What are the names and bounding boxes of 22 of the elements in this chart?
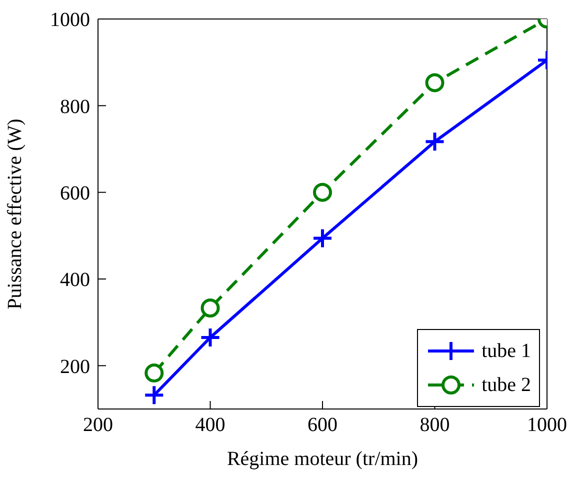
y-tick-label: 800 xyxy=(60,96,90,118)
x-tick-label: 800 xyxy=(420,414,450,436)
point xyxy=(312,228,333,249)
point xyxy=(424,131,446,152)
y-tick-label: 200 xyxy=(60,356,90,378)
x-axis-title: Régime moteur (tr/min) xyxy=(226,448,418,470)
point xyxy=(200,298,220,318)
x-tick-label: 1000 xyxy=(527,414,567,436)
point xyxy=(200,327,221,348)
legend-label: tube 2 xyxy=(482,374,531,396)
legend-label: tube 1 xyxy=(482,340,531,362)
y-tick-label: 600 xyxy=(60,182,90,204)
point xyxy=(144,364,164,383)
y-tick-label: 400 xyxy=(60,269,90,292)
y-axis-title: Puissance effective (W) xyxy=(4,118,26,310)
point xyxy=(313,182,332,202)
x-tick-label: 400 xyxy=(195,414,226,436)
point xyxy=(144,384,165,406)
x-tick-label: 600 xyxy=(308,414,338,436)
point xyxy=(425,73,444,92)
y-tick-label: 1000 xyxy=(50,9,90,32)
x-tick-label: 200 xyxy=(83,414,113,436)
